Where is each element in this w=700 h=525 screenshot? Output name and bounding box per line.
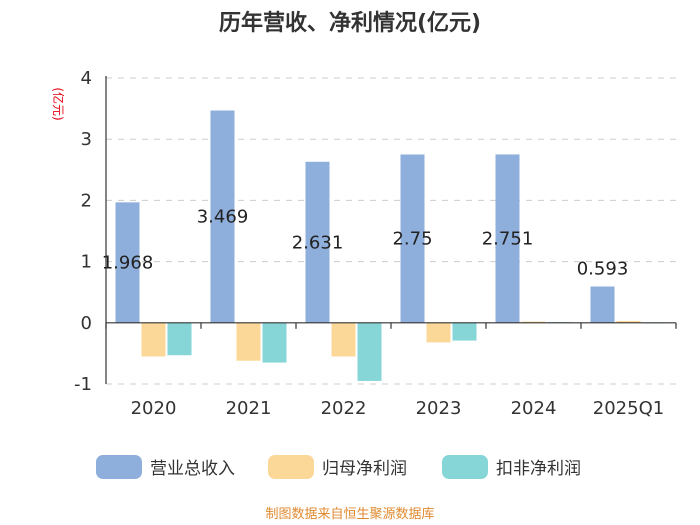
bar-deducted-net-profit	[167, 322, 192, 356]
data-label-revenue: 1.968	[102, 253, 154, 274]
bar-net-profit	[616, 320, 641, 323]
bar-deducted-net-profit	[452, 322, 477, 341]
y-tick-label: 1	[81, 252, 92, 273]
data-label-revenue: 0.593	[577, 259, 629, 280]
x-category-label: 2021	[226, 398, 272, 419]
y-axis-unit-label: (亿元)	[51, 87, 66, 120]
data-labels: 1.968 3.469 2.631 2.75 2.751 0.593	[102, 207, 629, 280]
x-category-label: 2023	[416, 398, 462, 419]
y-tick-label: 3	[81, 129, 92, 150]
y-tick-label: 4	[81, 68, 92, 89]
x-category-label: 2022	[321, 398, 367, 419]
legend-swatch	[268, 455, 314, 479]
y-tick-label: 0	[81, 313, 92, 334]
data-label-revenue: 3.469	[197, 207, 249, 228]
source-note: 制图数据来自恒生聚源数据库	[265, 506, 434, 522]
bar-net-profit	[521, 321, 546, 323]
bar-net-profit	[141, 322, 166, 357]
bar-deducted-net-profit	[357, 322, 382, 381]
axes: -1 0 1 2 3 4 2020 2021 2022 2023 2024 2025Q1	[74, 68, 677, 419]
x-category-label: 2025Q1	[593, 398, 664, 419]
x-category-label: 2020	[131, 398, 177, 419]
legend-label: 营业总收入	[150, 459, 235, 479]
bar-net-profit	[236, 322, 261, 361]
legend-swatch	[96, 455, 142, 479]
y-tick-label: -1	[74, 374, 92, 395]
bar-revenue	[590, 286, 615, 323]
legend-label: 归母净利润	[322, 459, 407, 479]
legend-swatch	[442, 455, 488, 479]
chart-title: 历年营收、净利情况(亿元)	[219, 10, 481, 36]
bar-revenue	[305, 161, 330, 323]
data-label-revenue: 2.751	[482, 229, 534, 250]
bar-revenue	[210, 110, 235, 323]
data-label-revenue: 2.75	[392, 229, 432, 250]
x-category-label: 2024	[511, 398, 557, 419]
bar-deducted-net-profit	[262, 322, 287, 363]
bar-revenue	[495, 154, 520, 323]
bar-revenue	[115, 202, 140, 323]
data-label-revenue: 2.631	[292, 232, 344, 253]
bar-revenue	[400, 154, 425, 323]
y-tick-label: 2	[81, 190, 92, 211]
bar-net-profit	[426, 322, 451, 343]
bar-net-profit	[331, 322, 356, 357]
bars	[115, 110, 667, 381]
legend-label: 扣非净利润	[496, 459, 581, 479]
legend: 营业总收入 归母净利润 扣非净利润	[96, 455, 581, 479]
